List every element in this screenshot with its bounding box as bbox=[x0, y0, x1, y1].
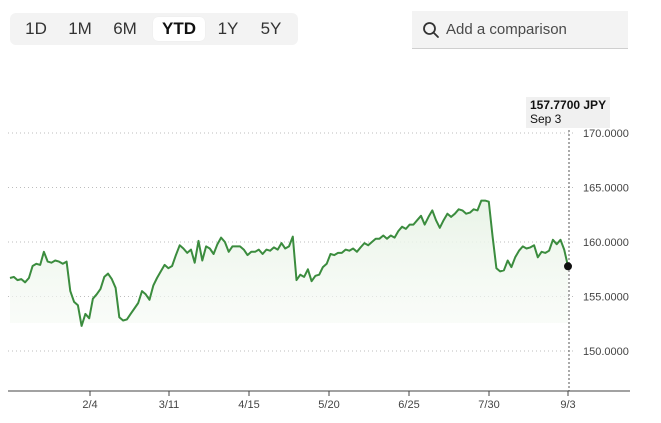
range-tab-5y[interactable]: 5Y bbox=[260, 19, 282, 38]
y-axis-labels: 170.0000 165.0000 160.0000 155.0000 150.0000 bbox=[583, 128, 629, 358]
tooltip-date: Sep 3 bbox=[530, 112, 562, 126]
x-tick-label: 6/25 bbox=[398, 399, 419, 411]
y-tick-label: 160.0000 bbox=[583, 237, 629, 249]
range-tab-1y[interactable]: 1Y bbox=[217, 19, 239, 38]
price-line bbox=[9, 199, 569, 327]
comparison-input[interactable] bbox=[446, 21, 616, 38]
range-tab-1d[interactable]: 1D bbox=[25, 19, 47, 38]
x-tick-label: 3/11 bbox=[159, 399, 180, 411]
y-tick-label: 150.0000 bbox=[583, 346, 629, 358]
price-area bbox=[10, 200, 568, 326]
range-selector: 1D 1M 6M YTD 1Y 5Y bbox=[10, 13, 298, 45]
highlight-point bbox=[564, 262, 572, 271]
y-tick-label: 170.0000 bbox=[583, 128, 629, 140]
x-tick-label: 9/3 bbox=[560, 399, 575, 411]
x-tick-label: 2/4 bbox=[82, 399, 97, 411]
range-tab-1m[interactable]: 1M bbox=[68, 19, 92, 38]
x-tick-label: 4/15 bbox=[238, 399, 259, 411]
search-icon bbox=[423, 21, 439, 38]
y-tick-label: 155.0000 bbox=[583, 292, 629, 304]
range-tab-ytd[interactable]: YTD bbox=[153, 17, 205, 41]
price-tooltip: 157.7700 JPY Sep 3 bbox=[526, 97, 611, 128]
y-tick-label: 165.0000 bbox=[583, 183, 629, 195]
tooltip-price: 157.7700 JPY bbox=[530, 98, 607, 112]
range-tab-6m[interactable]: 6M bbox=[113, 19, 137, 38]
comparison-search[interactable] bbox=[412, 11, 628, 49]
x-tick-label: 5/20 bbox=[318, 399, 339, 411]
x-axis-ticks: 2/4 3/11 4/15 5/20 6/25 7/30 9/3 bbox=[82, 391, 576, 411]
x-tick-label: 7/30 bbox=[478, 399, 499, 411]
